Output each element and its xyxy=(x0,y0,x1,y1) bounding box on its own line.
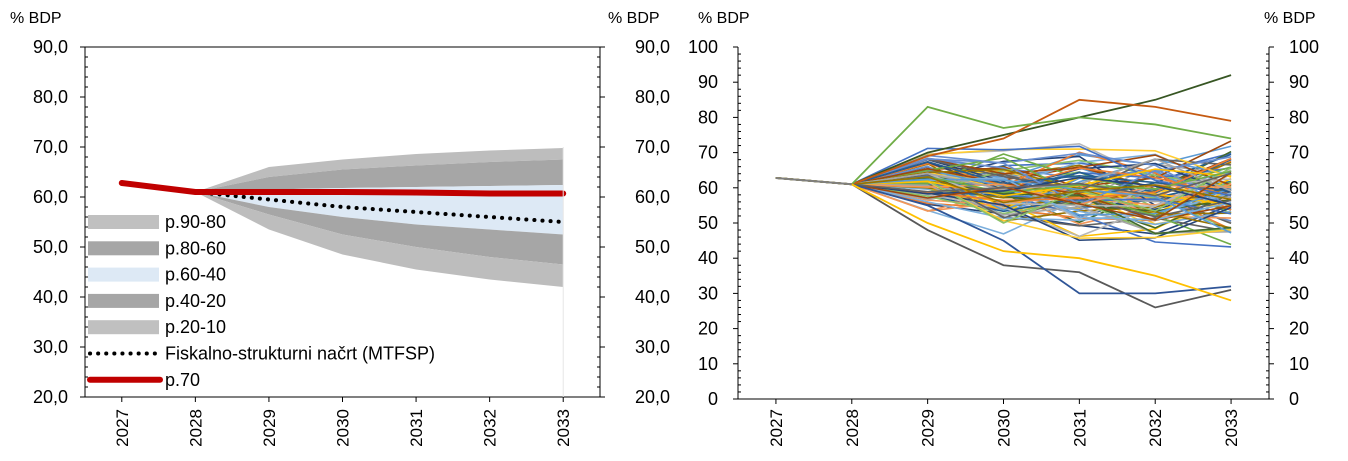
right-y-tick-label: 100 xyxy=(1289,37,1319,57)
p70-line xyxy=(118,180,567,197)
band-p.80-60 xyxy=(195,159,564,192)
x-tick-label: 2032 xyxy=(1146,409,1165,447)
x-tick-label: 2030 xyxy=(995,409,1014,447)
x-tick-label: 2028 xyxy=(843,409,862,447)
legend-swatch-p.90-80 xyxy=(88,215,159,229)
right-chart-left-unit-label: % BDP xyxy=(698,10,750,27)
left-y-tick-label: 20,0 xyxy=(33,387,68,407)
right-y-tick-label: 40 xyxy=(1289,248,1309,268)
left-y-tick-label: 60 xyxy=(698,178,718,198)
left-y-tick-label: 60,0 xyxy=(33,187,68,207)
left-y-tick-label: 40 xyxy=(698,248,718,268)
x-tick-label: 2030 xyxy=(334,409,353,447)
legend-swatch-p.60-40 xyxy=(88,267,159,282)
right-y-tick-label: 50,0 xyxy=(635,237,670,257)
legend-label: p.90-80 xyxy=(165,212,226,232)
legend-label: p.20-10 xyxy=(165,317,226,337)
x-tick-label: 2029 xyxy=(260,409,279,447)
legend-swatch-p.20-10 xyxy=(88,320,159,335)
right-y-tick-label: 20 xyxy=(1289,319,1309,339)
right-y-tick-label: 50 xyxy=(1289,213,1309,233)
left-y-tick-label: 50 xyxy=(698,213,718,233)
left-y-tick-label: 80 xyxy=(698,107,718,127)
x-tick-label: 2028 xyxy=(186,409,205,447)
right-y-tick-label: 30 xyxy=(1289,283,1309,303)
right-y-tick-label: 30,0 xyxy=(635,337,670,357)
left-y-tick-label: 40,0 xyxy=(33,287,68,307)
right-y-tick-label: 60 xyxy=(1289,178,1309,198)
x-tick-label: 2031 xyxy=(1070,409,1089,447)
left-y-tick-label: 30,0 xyxy=(33,337,68,357)
legend-label: Fiskalno-strukturni načrt (MTFSP) xyxy=(165,344,435,364)
x-tick-label: 2032 xyxy=(481,409,500,447)
left-chart-right-unit-label: % BDP xyxy=(608,10,660,27)
left-y-tick-label: 90,0 xyxy=(33,37,68,57)
left-y-tick-label: 100 xyxy=(688,37,718,57)
x-tick-label: 2033 xyxy=(554,409,573,447)
right-y-tick-label: 70,0 xyxy=(635,137,670,157)
right-y-tick-label: 10 xyxy=(1289,354,1309,374)
left-y-tick-label: 80,0 xyxy=(33,87,68,107)
right-chart-simulation-lines xyxy=(775,74,1232,309)
left-fan-chart: % BDP % BDP 20,0 20,0 30,0 30,0 40,0 40,0 50,0… xyxy=(10,10,670,447)
right-y-tick-label: 60,0 xyxy=(635,187,670,207)
right-y-tick-label: 90 xyxy=(1289,72,1309,92)
left-chart-bands xyxy=(195,148,564,287)
x-tick-label: 2027 xyxy=(767,409,786,447)
common-start-segment xyxy=(775,176,852,186)
x-tick-label: 2027 xyxy=(113,409,132,447)
left-y-tick-label: 0 xyxy=(708,389,718,409)
right-y-tick-label: 80 xyxy=(1289,107,1309,127)
band-p.20-10 xyxy=(195,192,564,287)
legend-swatch-p.80-60 xyxy=(88,241,159,256)
band-p.90-80 xyxy=(195,148,564,192)
right-y-tick-label: 80,0 xyxy=(635,87,670,107)
mtfsp-line xyxy=(193,190,566,224)
legend-swatch-p.40-20 xyxy=(88,293,159,308)
right-y-tick-label: 70 xyxy=(1289,143,1309,163)
left-y-tick-label: 90 xyxy=(698,72,718,92)
left-y-tick-label: 70,0 xyxy=(33,137,68,157)
left-y-tick-label: 20 xyxy=(698,319,718,339)
left-chart-lines xyxy=(118,180,567,224)
left-chart-legend: p.90-80 p.80-60 p.60-40 p.40-20 p.20-10 Fiska… xyxy=(87,212,435,390)
left-chart-left-unit-label: % BDP xyxy=(10,10,62,27)
x-tick-label: 2033 xyxy=(1222,409,1241,447)
x-tick-label: 2029 xyxy=(919,409,938,447)
legend-label: p.60-40 xyxy=(165,265,226,285)
right-y-tick-label: 0 xyxy=(1289,389,1299,409)
left-y-tick-label: 70 xyxy=(698,143,718,163)
right-y-tick-label: 90,0 xyxy=(635,37,670,57)
right-chart-right-unit-label: % BDP xyxy=(1264,10,1316,27)
legend-label: p.70 xyxy=(165,370,200,390)
left-y-tick-label: 10 xyxy=(698,354,718,374)
legend-label: p.80-60 xyxy=(165,238,226,258)
band-p.40-20 xyxy=(195,192,564,265)
x-tick-label: 2031 xyxy=(407,409,426,447)
left-y-tick-label: 30 xyxy=(698,283,718,303)
left-chart-axes: 20,0 20,0 30,0 30,0 40,0 40,0 50,0 50,0 60,0 60,0… xyxy=(33,37,670,447)
right-y-tick-label: 40,0 xyxy=(635,287,670,307)
left-y-tick-label: 50,0 xyxy=(33,237,68,257)
legend-label: p.40-20 xyxy=(165,291,226,311)
right-y-tick-label: 20,0 xyxy=(635,387,670,407)
